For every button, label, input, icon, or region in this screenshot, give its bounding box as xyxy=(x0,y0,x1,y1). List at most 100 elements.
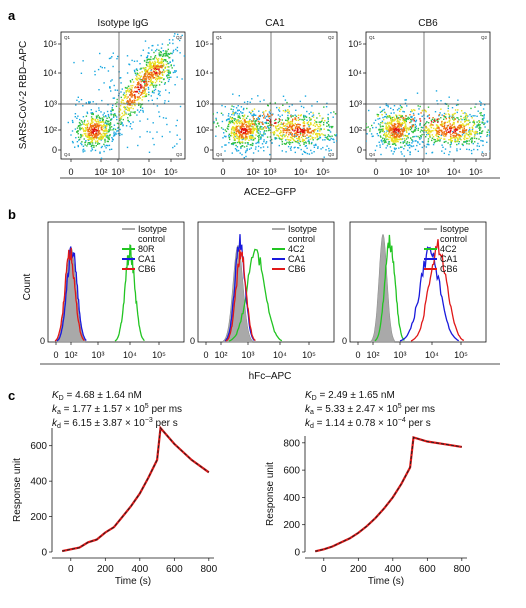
scatter-point xyxy=(97,143,99,145)
scatter-point xyxy=(113,134,116,137)
scatter-point xyxy=(320,148,322,150)
scatter-point xyxy=(282,137,284,139)
scatter-point xyxy=(86,126,89,129)
scatter-point xyxy=(410,121,412,123)
scatter-point xyxy=(319,126,321,128)
scatter-point xyxy=(478,138,480,140)
scatter-point xyxy=(482,144,484,147)
scatter-point xyxy=(398,126,400,128)
scatter-point xyxy=(495,137,496,138)
scatter-point xyxy=(463,131,466,134)
scatter-point xyxy=(242,138,245,140)
scatter-point xyxy=(167,48,169,51)
scatter-point xyxy=(98,138,100,140)
scatter-point xyxy=(336,133,337,135)
scatter-point xyxy=(399,141,402,144)
scatter-point xyxy=(486,135,488,137)
scatter-point xyxy=(148,65,151,67)
scatter-point xyxy=(268,117,271,119)
scatter-point xyxy=(295,141,297,143)
scatter-point xyxy=(296,128,299,130)
scatter-point xyxy=(448,127,451,130)
scatter-point xyxy=(231,105,233,107)
scatter-point xyxy=(403,129,406,131)
scatter-dots xyxy=(213,93,337,159)
scatter-point xyxy=(134,70,136,73)
scatter-point xyxy=(153,62,155,65)
scatter-point xyxy=(362,105,363,106)
scatter-point xyxy=(259,128,262,130)
scatter-point xyxy=(90,134,92,136)
scatter-point xyxy=(291,122,294,125)
scatter-point xyxy=(263,130,266,132)
scatter-point xyxy=(238,116,241,119)
scatter-point xyxy=(384,115,387,118)
scatter-point xyxy=(310,132,312,134)
scatter-point xyxy=(147,52,149,54)
scatter-point xyxy=(424,129,426,131)
scatter-point xyxy=(129,113,131,115)
scatter-point xyxy=(253,123,255,125)
scatter-point xyxy=(131,105,133,107)
scatter-point xyxy=(472,124,475,127)
scatter-point xyxy=(462,124,464,127)
scatter-point xyxy=(380,122,382,124)
scatter-point xyxy=(164,50,167,52)
scatter-point xyxy=(394,132,396,135)
scatter-point xyxy=(382,122,384,124)
scatter-point xyxy=(113,133,115,135)
scatter-point xyxy=(491,126,492,127)
scatter-point xyxy=(474,106,476,108)
scatter-point xyxy=(291,141,294,144)
scatter-point xyxy=(124,102,126,105)
scatter-point xyxy=(235,107,238,109)
scatter-point xyxy=(94,142,97,144)
scatter-point xyxy=(388,124,390,127)
y-tick-label: 10⁴ xyxy=(195,68,209,78)
scatter-point xyxy=(469,133,472,136)
scatter-point xyxy=(453,119,455,121)
scatter-point xyxy=(393,112,395,114)
kinetic-symbol: k xyxy=(52,404,58,415)
scatter-point xyxy=(274,119,276,122)
scatter-point xyxy=(316,124,319,126)
scatter-point xyxy=(384,112,386,114)
scatter-point xyxy=(93,127,96,129)
x-tick-label: 10⁴ xyxy=(294,167,308,177)
scatter-point xyxy=(405,115,407,117)
scatter-point xyxy=(286,125,288,128)
scatter-point xyxy=(150,79,152,82)
scatter-point xyxy=(102,132,105,135)
scatter-point xyxy=(224,150,226,152)
scatter-point xyxy=(428,130,430,132)
scatter-point xyxy=(375,126,377,129)
scatter-point xyxy=(124,106,126,109)
scatter-point xyxy=(158,77,160,79)
scatter-point xyxy=(162,60,164,62)
scatter-point xyxy=(458,119,460,121)
scatter-point xyxy=(165,53,167,55)
scatter-point xyxy=(127,85,130,87)
scatter-point xyxy=(283,125,285,127)
scatter-point xyxy=(267,127,269,129)
scatter-point xyxy=(93,129,95,132)
scatter-point xyxy=(156,84,158,86)
scatter-point xyxy=(226,127,228,129)
scatter-point xyxy=(315,128,317,131)
scatter-point xyxy=(393,105,396,107)
scatter-point xyxy=(137,84,139,86)
scatter-point xyxy=(251,132,253,134)
scatter-point xyxy=(95,140,97,142)
scatter-point xyxy=(285,123,287,125)
scatter-point xyxy=(275,118,277,120)
scatter-point xyxy=(447,124,450,127)
scatter-point xyxy=(100,124,102,126)
scatter-point xyxy=(93,130,96,132)
scatter-point xyxy=(331,126,333,129)
scatter-point xyxy=(311,141,313,144)
scatter-point xyxy=(435,129,438,132)
scatter-point xyxy=(267,114,269,116)
scatter-point xyxy=(172,60,174,62)
